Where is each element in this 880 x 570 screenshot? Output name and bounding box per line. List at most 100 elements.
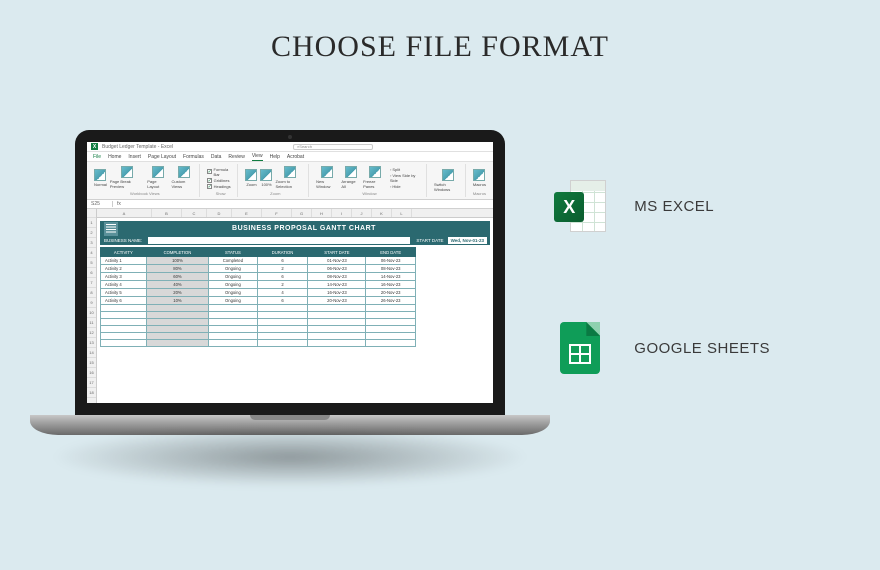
gantt-cell[interactable] <box>257 312 308 319</box>
gantt-cell[interactable]: 10% <box>146 297 209 305</box>
row-header[interactable]: 18 <box>87 388 96 398</box>
gantt-cell[interactable] <box>101 305 147 312</box>
column-header[interactable]: E <box>232 209 262 217</box>
gantt-cell[interactable]: 06-Nov-23 <box>366 257 416 265</box>
gantt-cell[interactable] <box>101 333 147 340</box>
gantt-cell[interactable] <box>308 333 366 340</box>
gantt-cell[interactable]: Ongoing <box>209 297 257 305</box>
row-header[interactable]: 17 <box>87 378 96 388</box>
row-header[interactable]: 8 <box>87 288 96 298</box>
menu-item-insert[interactable]: Insert <box>128 154 141 160</box>
gantt-cell[interactable]: Activity 6 <box>101 297 147 305</box>
column-header[interactable]: B <box>152 209 182 217</box>
ribbon-checkbox[interactable]: Headings <box>207 184 235 189</box>
gantt-cell[interactable] <box>308 305 366 312</box>
ribbon-button[interactable]: Zoom <box>245 169 257 187</box>
ribbon-button[interactable]: Page Layout <box>147 166 168 189</box>
gantt-cell[interactable]: 01-Nov-23 <box>308 257 366 265</box>
gantt-cell[interactable]: 14-Nov-23 <box>366 273 416 281</box>
column-header[interactable]: D <box>207 209 232 217</box>
ribbon-button[interactable]: Arrange All <box>341 166 360 189</box>
menu-item-data[interactable]: Data <box>211 154 222 160</box>
ribbon-button[interactable]: Switch Windows <box>434 169 462 192</box>
gantt-cell[interactable]: 6 <box>257 273 308 281</box>
gantt-cell[interactable] <box>209 340 257 347</box>
gantt-cell[interactable] <box>257 319 308 326</box>
row-header[interactable]: 12 <box>87 328 96 338</box>
row-header[interactable]: 16 <box>87 368 96 378</box>
gantt-cell[interactable]: Activity 4 <box>101 281 147 289</box>
gantt-cell[interactable] <box>101 326 147 333</box>
gantt-cell[interactable]: 08-Nov-23 <box>366 265 416 273</box>
row-header[interactable]: 7 <box>87 278 96 288</box>
gantt-cell[interactable]: 60% <box>146 273 209 281</box>
ribbon-side-item[interactable]: ▫ Hide <box>390 184 423 189</box>
gantt-cell[interactable] <box>308 326 366 333</box>
business-name-input[interactable] <box>148 237 410 244</box>
gantt-cell[interactable] <box>146 319 209 326</box>
ribbon-button[interactable]: Page Break Preview <box>110 166 144 189</box>
gantt-cell[interactable] <box>209 305 257 312</box>
gantt-cell[interactable] <box>366 340 416 347</box>
ribbon-side-item[interactable]: ▫ View Side by Side <box>390 173 423 183</box>
menu-item-help[interactable]: Help <box>270 154 280 160</box>
gantt-cell[interactable] <box>146 333 209 340</box>
row-header[interactable]: 13 <box>87 338 96 348</box>
ribbon-button[interactable]: Normal <box>94 169 107 187</box>
ribbon-checkbox[interactable]: Formula Bar <box>207 167 235 177</box>
column-header[interactable]: J <box>352 209 372 217</box>
gantt-cell[interactable] <box>257 305 308 312</box>
gantt-cell[interactable]: Activity 5 <box>101 289 147 297</box>
column-header[interactable]: L <box>392 209 412 217</box>
ribbon-button[interactable]: New Window <box>316 166 338 189</box>
row-header[interactable]: 14 <box>87 348 96 358</box>
gantt-cell[interactable]: Ongoing <box>209 281 257 289</box>
gantt-cell[interactable] <box>101 312 147 319</box>
gantt-cell[interactable]: 08-Nov-23 <box>308 273 366 281</box>
column-header[interactable]: I <box>332 209 352 217</box>
gantt-cell[interactable] <box>366 326 416 333</box>
gantt-cell[interactable]: 6 <box>257 257 308 265</box>
gantt-cell[interactable] <box>308 340 366 347</box>
ribbon-side-item[interactable]: ▫ Split <box>390 167 423 172</box>
gantt-cell[interactable]: Ongoing <box>209 289 257 297</box>
menu-item-file[interactable]: File <box>93 154 101 160</box>
gantt-cell[interactable]: Ongoing <box>209 273 257 281</box>
row-header[interactable]: 3 <box>87 238 96 248</box>
column-header[interactable]: K <box>372 209 392 217</box>
gantt-cell[interactable] <box>257 326 308 333</box>
ribbon-checkbox[interactable]: Gridlines <box>207 178 235 183</box>
menu-item-view[interactable]: View <box>252 153 263 161</box>
gantt-cell[interactable]: 2 <box>257 281 308 289</box>
gantt-cell[interactable] <box>209 319 257 326</box>
gantt-cell[interactable] <box>209 312 257 319</box>
ribbon-button[interactable]: Macros <box>473 169 486 187</box>
gantt-cell[interactable]: 06-Nov-23 <box>308 265 366 273</box>
gantt-cell[interactable] <box>146 312 209 319</box>
gantt-cell[interactable]: 100% <box>146 257 209 265</box>
row-header[interactable]: 6 <box>87 268 96 278</box>
gantt-cell[interactable]: 26-Nov-23 <box>366 297 416 305</box>
menu-item-formulas[interactable]: Formulas <box>183 154 204 160</box>
column-header[interactable]: C <box>182 209 207 217</box>
gantt-cell[interactable]: Activity 1 <box>101 257 147 265</box>
row-header[interactable]: 5 <box>87 258 96 268</box>
gantt-cell[interactable] <box>101 340 147 347</box>
ribbon-button[interactable]: Freeze Panes <box>363 166 387 189</box>
gantt-cell[interactable] <box>257 340 308 347</box>
menu-item-home[interactable]: Home <box>108 154 121 160</box>
row-header[interactable]: 11 <box>87 318 96 328</box>
gantt-cell[interactable]: 16-Nov-23 <box>366 281 416 289</box>
gantt-cell[interactable] <box>101 319 147 326</box>
gantt-cell[interactable]: Ongoing <box>209 265 257 273</box>
ribbon-button[interactable]: Zoom to Selection <box>275 166 305 189</box>
gantt-cell[interactable]: 80% <box>146 265 209 273</box>
gantt-cell[interactable]: 4 <box>257 289 308 297</box>
row-header[interactable]: 9 <box>87 298 96 308</box>
option-ms-excel[interactable]: X MS EXCEL <box>554 180 770 232</box>
menu-item-page-layout[interactable]: Page Layout <box>148 154 176 160</box>
gantt-cell[interactable]: 6 <box>257 297 308 305</box>
ribbon-button[interactable]: Custom Views <box>172 166 196 189</box>
gantt-cell[interactable] <box>308 312 366 319</box>
gantt-cell[interactable] <box>209 326 257 333</box>
